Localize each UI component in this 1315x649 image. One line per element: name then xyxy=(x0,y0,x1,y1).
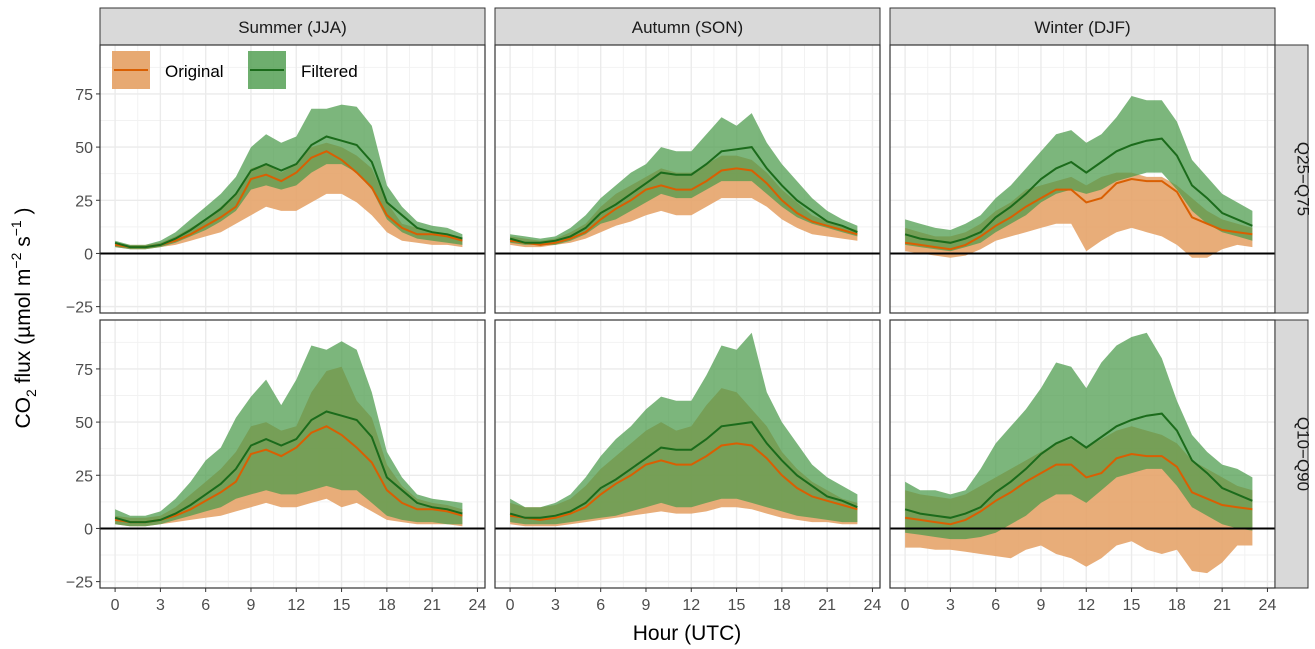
x-tick-label: 3 xyxy=(551,597,560,614)
x-tick-label: 0 xyxy=(901,597,910,614)
x-tick-label: 0 xyxy=(506,597,515,614)
legend-item: Original xyxy=(112,51,224,89)
y-tick-label: 25 xyxy=(75,193,93,210)
filtered-band xyxy=(905,332,1253,540)
facet-strip-label: Q10−Q90 xyxy=(1294,417,1313,491)
x-tick-label: 15 xyxy=(728,597,746,614)
panel xyxy=(889,319,1276,589)
x-tick-label: 21 xyxy=(423,597,441,614)
legend-item: Filtered xyxy=(248,51,358,89)
original-line xyxy=(114,150,463,249)
original-band xyxy=(905,172,1253,258)
panel-border xyxy=(494,319,881,589)
y-tick-label: 50 xyxy=(75,140,93,157)
x-tick-label: 0 xyxy=(111,597,120,614)
panel-border xyxy=(99,44,486,314)
panel xyxy=(494,319,881,589)
filtered-line xyxy=(904,412,1253,519)
panel-border xyxy=(99,319,486,589)
x-axis-title: Hour (UTC) xyxy=(633,622,742,645)
filtered-line xyxy=(509,421,858,519)
filtered-line xyxy=(904,137,1253,244)
facet-strip-row xyxy=(1274,44,1309,314)
panel xyxy=(99,44,486,314)
x-tick-label: 12 xyxy=(1077,597,1095,614)
facet-strip-label: Q25−Q75 xyxy=(1294,142,1313,216)
filtered-band xyxy=(510,113,858,245)
panel xyxy=(889,44,1276,314)
original-line xyxy=(904,177,1253,251)
filtered-line xyxy=(509,146,858,244)
facet-strip-label: Summer (JJA) xyxy=(238,18,347,37)
filtered-band xyxy=(510,332,858,525)
legend-label: Filtered xyxy=(301,62,358,81)
x-tick-label: 9 xyxy=(247,597,256,614)
y-tick-label: 25 xyxy=(75,468,93,485)
filtered-line xyxy=(114,410,463,524)
facet-strip-column xyxy=(99,7,486,46)
facet-strip-column xyxy=(494,7,881,46)
filtered-band xyxy=(905,96,1253,252)
y-tick-label: 75 xyxy=(75,362,93,379)
filtered-line xyxy=(114,135,463,249)
x-tick-label: 6 xyxy=(596,597,605,614)
facet-strip-label: Autumn (SON) xyxy=(632,18,743,37)
y-tick-label: 0 xyxy=(84,246,93,263)
original-line xyxy=(904,452,1253,526)
x-tick-label: 3 xyxy=(156,597,165,614)
x-tick-label: 15 xyxy=(333,597,351,614)
original-line xyxy=(114,425,463,524)
legend-label: Original xyxy=(165,62,224,81)
x-tick-label: 6 xyxy=(201,597,210,614)
x-tick-label: 24 xyxy=(864,597,882,614)
original-line xyxy=(509,167,858,246)
x-tick-label: 24 xyxy=(1259,597,1277,614)
y-tick-label: 75 xyxy=(75,87,93,104)
x-tick-label: 9 xyxy=(1037,597,1046,614)
y-tick-label: −25 xyxy=(66,575,93,592)
x-tick-label: 21 xyxy=(1213,597,1231,614)
facet-strip-row xyxy=(1274,319,1309,589)
filtered-band xyxy=(115,341,463,527)
y-tick-label: 50 xyxy=(75,415,93,432)
panel xyxy=(99,319,486,589)
y-tick-label: 0 xyxy=(84,521,93,538)
x-tick-label: 15 xyxy=(1123,597,1141,614)
x-tick-label: 9 xyxy=(642,597,651,614)
legend: Original Filtered xyxy=(112,51,358,89)
x-tick-label: 21 xyxy=(818,597,836,614)
x-tick-label: 6 xyxy=(991,597,1000,614)
y-tick-label: −25 xyxy=(66,300,93,317)
x-tick-label: 3 xyxy=(946,597,955,614)
x-tick-label: 12 xyxy=(287,597,305,614)
x-tick-label: 18 xyxy=(378,597,396,614)
x-tick-label: 18 xyxy=(1168,597,1186,614)
panel-border xyxy=(494,44,881,314)
facet-strip-label: Winter (DJF) xyxy=(1034,18,1130,37)
x-tick-label: 12 xyxy=(682,597,700,614)
original-line xyxy=(509,442,858,521)
y-axis-title: CO2 flux (µmol m−2 s−1 ) xyxy=(8,207,39,428)
panel xyxy=(494,44,881,314)
x-tick-label: 18 xyxy=(773,597,791,614)
x-tick-label: 24 xyxy=(469,597,487,614)
